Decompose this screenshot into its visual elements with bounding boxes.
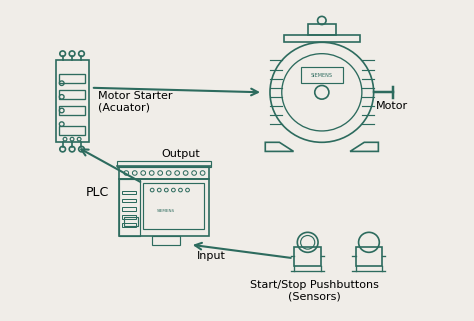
Text: Output: Output — [162, 149, 201, 159]
Text: Motor: Motor — [376, 101, 408, 111]
Text: Input: Input — [197, 251, 226, 261]
Text: PLC: PLC — [86, 186, 109, 199]
Text: Start/Stop Pushbuttons
(Sensors): Start/Stop Pushbuttons (Sensors) — [250, 280, 379, 301]
Text: SIEMENS: SIEMENS — [156, 209, 174, 213]
Text: Motor Starter
(Acuator): Motor Starter (Acuator) — [98, 91, 173, 112]
Text: SIEMENS: SIEMENS — [311, 73, 333, 78]
